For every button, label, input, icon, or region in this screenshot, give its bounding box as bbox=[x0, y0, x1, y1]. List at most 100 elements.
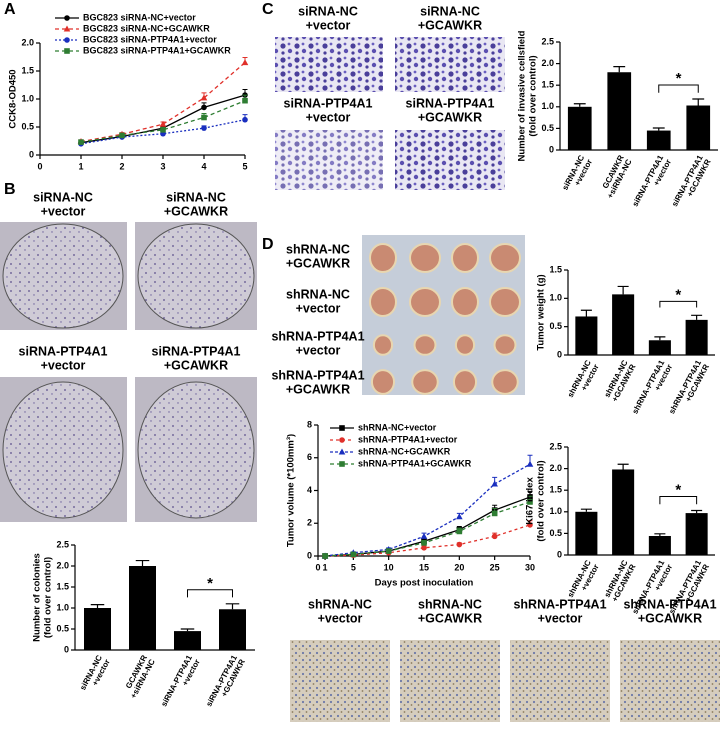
bar bbox=[567, 106, 592, 150]
tumor bbox=[451, 243, 479, 273]
y-tick-label: 0.5 bbox=[549, 321, 562, 331]
image-label: +vector bbox=[296, 301, 341, 315]
x-tick-label: 3 bbox=[160, 161, 165, 171]
image-label: shRNA-PTP4A1 bbox=[623, 597, 716, 611]
bar bbox=[219, 609, 246, 650]
x-tick-label: siRNA-PTP4A1+GCAWKR bbox=[204, 653, 247, 712]
marker bbox=[159, 120, 167, 127]
ihc-image bbox=[620, 640, 720, 722]
x-tick-label: 20 bbox=[454, 562, 464, 572]
error-bar bbox=[691, 509, 703, 514]
tumor bbox=[409, 287, 441, 317]
significance-bracket bbox=[187, 589, 233, 598]
image-label: +vector bbox=[41, 358, 86, 372]
transwell-image bbox=[275, 130, 383, 190]
x-axis-label: Days post inoculation bbox=[375, 578, 474, 589]
y-tick-label: 2.5 bbox=[56, 539, 69, 549]
marker bbox=[456, 513, 463, 520]
image-label: +GCAWKR bbox=[418, 18, 482, 32]
image-label: +GCAWKR bbox=[286, 382, 350, 396]
error-bar bbox=[654, 533, 666, 536]
panel-letter: B bbox=[4, 181, 16, 198]
marker bbox=[491, 480, 498, 487]
y-tick-label: 0.5 bbox=[21, 121, 34, 131]
x-tick-label: siRNA-NC+vector bbox=[560, 154, 594, 196]
image-label: +vector bbox=[296, 343, 341, 357]
series-line bbox=[80, 62, 246, 143]
tumor bbox=[413, 334, 437, 356]
bar bbox=[607, 72, 632, 150]
y-tick-label: 2 bbox=[307, 518, 312, 528]
marker bbox=[64, 37, 70, 43]
y-axis-label: Ki67 index bbox=[525, 477, 536, 525]
y-tick-label: 0 bbox=[557, 549, 562, 559]
y-tick-label: 1.5 bbox=[21, 65, 34, 75]
bar bbox=[575, 316, 598, 355]
y-tick-label: 0.5 bbox=[56, 623, 69, 633]
y-tick-label: 1.0 bbox=[549, 293, 562, 303]
significance-bracket bbox=[659, 496, 698, 505]
marker bbox=[421, 540, 427, 546]
y-tick-label: 2.0 bbox=[56, 560, 69, 570]
error-bar bbox=[617, 463, 629, 470]
y-tick-label: 0 bbox=[549, 144, 554, 154]
image-label: siRNA-PTP4A1 bbox=[152, 344, 241, 358]
image-label: +GCAWKR bbox=[418, 611, 482, 625]
y-tick-label: 0.5 bbox=[549, 528, 562, 538]
x-tick-label: 15 bbox=[419, 562, 429, 572]
tumor bbox=[411, 369, 439, 395]
bar bbox=[84, 608, 111, 650]
image-label: siRNA-PTP4A1 bbox=[284, 96, 373, 110]
bar bbox=[612, 294, 635, 355]
y-tick-label: 0 bbox=[307, 550, 312, 560]
error-bar bbox=[225, 603, 240, 610]
series-line bbox=[324, 463, 531, 557]
marker bbox=[385, 548, 392, 554]
image-label: +vector bbox=[318, 611, 363, 625]
y-tick-label: 2.0 bbox=[549, 463, 562, 473]
image-label: +GCAWKR bbox=[638, 611, 702, 625]
image-label: shRNA-NC bbox=[418, 597, 482, 611]
x-tick-label: 30 bbox=[525, 562, 535, 572]
marker bbox=[456, 541, 463, 548]
marker bbox=[338, 448, 346, 455]
marker bbox=[339, 461, 345, 467]
legend-label: BGC823 siRNA-PTP4A1+GCAWKR bbox=[83, 45, 231, 55]
legend-label: shRNA-NC+vector bbox=[358, 422, 437, 432]
image-label: +vector bbox=[306, 110, 351, 124]
y-axis-label: Number of invasive cellsfield bbox=[517, 30, 528, 161]
bar bbox=[686, 105, 711, 150]
x-tick-label: shRNA-NC+vector bbox=[566, 359, 601, 404]
marker bbox=[491, 533, 498, 540]
marker bbox=[242, 116, 248, 123]
error-bar bbox=[580, 309, 592, 317]
x-tick-label: siRNA-NC+vector bbox=[78, 654, 112, 696]
image-label: siRNA-PTP4A1 bbox=[406, 96, 495, 110]
marker bbox=[160, 127, 166, 133]
panel-letter: D bbox=[262, 236, 274, 253]
y-tick-label: 1.0 bbox=[541, 101, 554, 111]
tumor bbox=[489, 243, 521, 273]
ihc-image bbox=[400, 640, 500, 722]
image-label: siRNA-NC bbox=[298, 4, 358, 18]
x-tick-label: 1 bbox=[78, 161, 83, 171]
y-tick-label: 2.0 bbox=[541, 58, 554, 68]
error-bar bbox=[691, 314, 703, 320]
x-tick-label: 10 bbox=[384, 562, 394, 572]
y-axis-label: Tumor volume (*100mm³) bbox=[286, 434, 297, 547]
x-tick-label: GCAWKR+siRNA-NC bbox=[121, 654, 157, 700]
image-label: shRNA-NC bbox=[308, 597, 372, 611]
image-label: shRNA-NC bbox=[286, 287, 350, 301]
error-bar bbox=[573, 103, 586, 107]
x-tick-label: siRNA-PTP4A1+GCAWKR bbox=[670, 153, 713, 212]
plate bbox=[137, 381, 255, 519]
bar bbox=[648, 340, 671, 355]
x-tick-label: 25 bbox=[490, 562, 500, 572]
x-tick-label: 0 bbox=[37, 161, 42, 171]
x-tick-label: 1 bbox=[323, 562, 328, 572]
image-label: shRNA-PTP4A1 bbox=[513, 597, 606, 611]
y-tick-label: 4 bbox=[307, 485, 312, 495]
y-tick-label: 1.0 bbox=[21, 93, 34, 103]
marker bbox=[526, 460, 534, 467]
